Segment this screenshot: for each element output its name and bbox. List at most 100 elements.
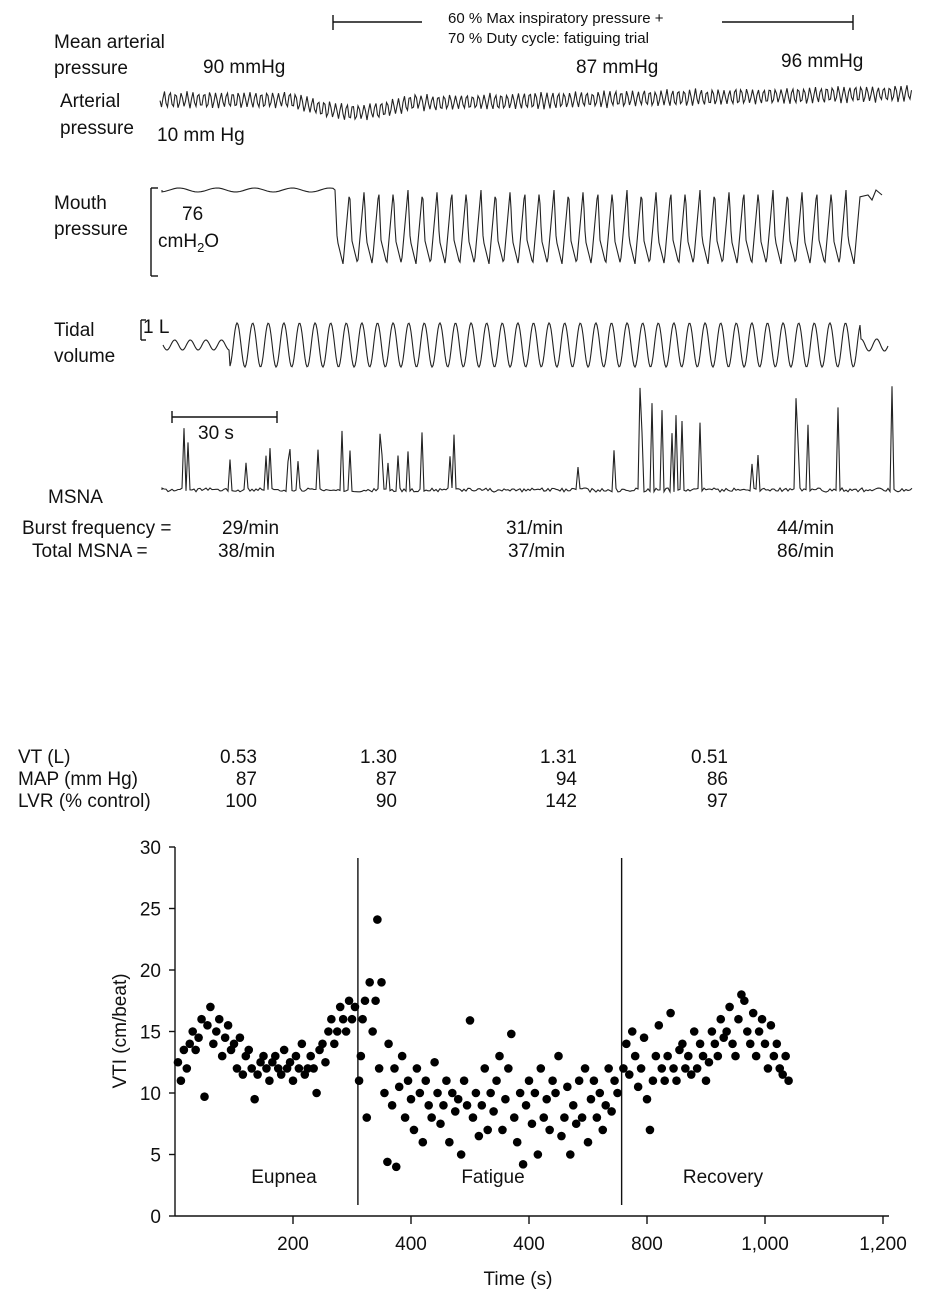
- point: [613, 1088, 622, 1098]
- phase-label: Eupnea: [251, 1167, 317, 1188]
- row-label: Mean arterial: [54, 32, 165, 53]
- point: [185, 1039, 195, 1049]
- point: [557, 1131, 566, 1141]
- point: [636, 1064, 646, 1073]
- point: [332, 1027, 342, 1036]
- point: [356, 1051, 366, 1061]
- point: [173, 1057, 183, 1067]
- point: [512, 1137, 522, 1147]
- point: [704, 1057, 714, 1067]
- point: [368, 1027, 377, 1036]
- x-tick-label: 1,000: [741, 1234, 789, 1255]
- point: [574, 1076, 584, 1085]
- point: [689, 1027, 699, 1036]
- point: [465, 1016, 475, 1025]
- burst-value: 44/min: [777, 518, 834, 539]
- point: [312, 1088, 321, 1098]
- point: [619, 1064, 628, 1073]
- time-scale-bar: [171, 411, 278, 423]
- point: [373, 915, 382, 924]
- point: [713, 1051, 723, 1061]
- point: [669, 1064, 678, 1073]
- point: [341, 1027, 351, 1036]
- y-tick-label: 30: [140, 838, 161, 859]
- map-value: 96 mmHg: [781, 51, 863, 72]
- table-cell: 0.51: [691, 747, 728, 768]
- point: [568, 1101, 578, 1110]
- unit-part: cmH: [158, 231, 197, 252]
- row-label: Mouth: [54, 193, 107, 214]
- y-tick-label: 25: [140, 900, 161, 921]
- header-line: 70 % Duty cycle: fatiguing trial: [448, 30, 649, 47]
- point: [633, 1082, 643, 1092]
- point: [583, 1137, 593, 1147]
- point: [686, 1070, 696, 1079]
- point: [533, 1150, 543, 1159]
- table-row-label: MAP (mm Hg): [18, 769, 138, 790]
- table-cell: 90: [376, 791, 397, 812]
- row-label: pressure: [54, 58, 128, 79]
- point: [223, 1021, 233, 1030]
- table-cell: 1.30: [360, 747, 397, 768]
- point: [542, 1094, 551, 1104]
- point: [229, 1039, 239, 1049]
- point: [442, 1076, 451, 1085]
- x-axis-label: Time (s): [484, 1269, 553, 1290]
- point: [681, 1064, 690, 1073]
- point: [548, 1076, 557, 1085]
- point: [722, 1027, 731, 1036]
- point: [610, 1076, 619, 1085]
- point: [577, 1113, 587, 1122]
- point: [418, 1137, 428, 1147]
- point: [495, 1051, 504, 1061]
- point: [327, 1014, 336, 1024]
- point: [651, 1051, 661, 1061]
- point: [214, 1014, 224, 1024]
- point: [247, 1064, 256, 1073]
- point: [371, 996, 380, 1006]
- point: [589, 1076, 599, 1085]
- point: [415, 1088, 425, 1098]
- point: [445, 1137, 454, 1147]
- point: [212, 1027, 221, 1036]
- point: [354, 1076, 364, 1085]
- point: [303, 1064, 313, 1073]
- point: [630, 1051, 640, 1061]
- row-label: pressure: [54, 219, 128, 240]
- point: [521, 1101, 531, 1110]
- point: [524, 1076, 534, 1085]
- x-tick-label: 200: [277, 1234, 309, 1255]
- point: [536, 1064, 546, 1073]
- point: [509, 1113, 519, 1122]
- point: [731, 1051, 740, 1061]
- point: [604, 1064, 613, 1073]
- point: [554, 1051, 563, 1061]
- point: [654, 1021, 664, 1030]
- tidal-trace: [162, 321, 889, 369]
- point: [743, 1027, 752, 1036]
- point: [294, 1064, 304, 1073]
- point: [639, 1033, 649, 1042]
- point: [360, 996, 370, 1006]
- point: [179, 1045, 189, 1055]
- point: [291, 1051, 301, 1061]
- point: [324, 1027, 333, 1036]
- point: [515, 1088, 525, 1098]
- point: [182, 1064, 192, 1073]
- point: [194, 1033, 203, 1042]
- total-value: 86/min: [777, 541, 834, 562]
- point: [321, 1057, 330, 1067]
- point: [769, 1051, 779, 1061]
- point: [197, 1014, 206, 1024]
- point: [784, 1076, 793, 1085]
- point: [462, 1101, 472, 1110]
- point: [358, 1014, 367, 1024]
- point: [456, 1150, 466, 1159]
- point: [271, 1051, 280, 1061]
- table-cell: 86: [707, 769, 728, 790]
- table-cell: 142: [545, 791, 577, 812]
- table-row-label: LVR (% control): [18, 791, 151, 812]
- tidal-bracket: [140, 319, 146, 341]
- point: [377, 978, 386, 987]
- unit-part: O: [204, 231, 219, 252]
